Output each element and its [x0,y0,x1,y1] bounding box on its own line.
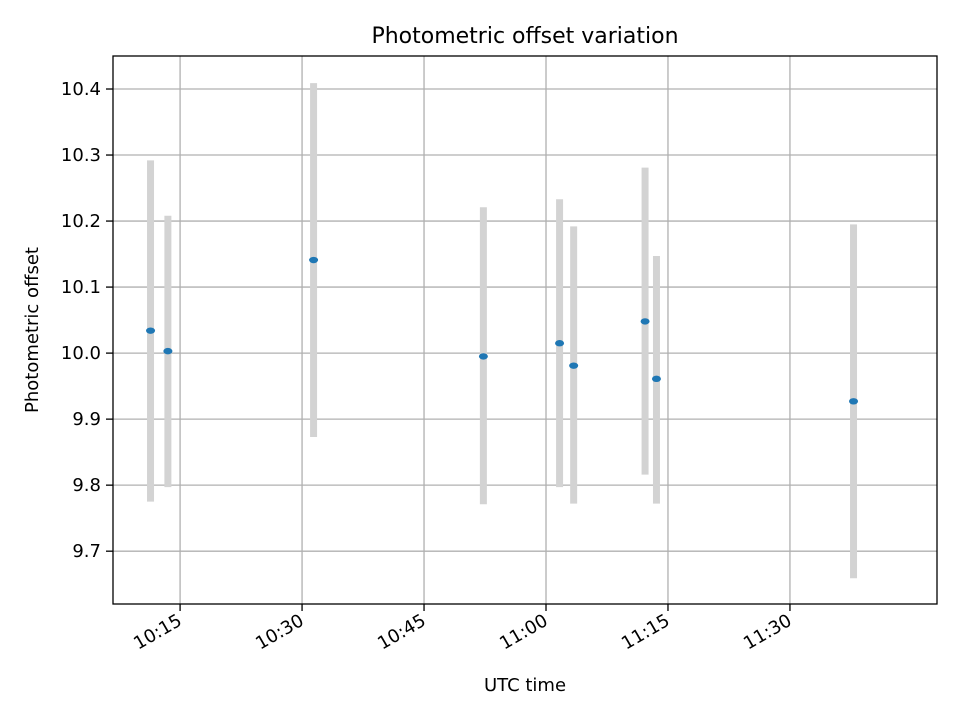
data-point [640,318,650,325]
plot-area [113,56,937,604]
chart-title: Photometric offset variation [371,24,678,49]
y-axis-label: Photometric offset [22,247,43,413]
x-axis-label: UTC time [484,675,566,696]
data-point [651,375,661,383]
data-point [555,340,565,347]
grid [113,56,937,604]
plot-frame [112,55,938,605]
data-point [478,353,488,360]
y-tick-label: 10.2 [61,211,101,232]
data-points [146,256,859,405]
data-point [309,256,319,264]
data-point [146,327,156,334]
y-tick-label: 10.1 [61,277,101,298]
data-point [163,347,173,355]
y-tick-label: 9.7 [72,541,101,562]
y-tick-label: 9.8 [72,475,101,496]
data-point [849,398,859,405]
data-point [569,362,579,369]
y-tick-label: 10.4 [61,79,101,100]
y-tick-label: 10.3 [61,145,101,166]
y-tick-label: 10.0 [61,343,101,364]
y-tick-label: 9.9 [72,409,101,430]
